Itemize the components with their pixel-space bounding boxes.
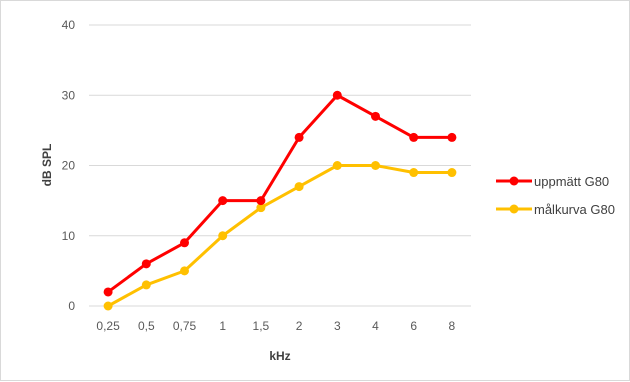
data-point bbox=[332, 90, 342, 100]
legend-swatch-marker bbox=[509, 176, 519, 186]
data-point bbox=[447, 132, 457, 142]
series-line bbox=[107, 93, 452, 294]
x-tick-label: 0,5 bbox=[138, 319, 155, 333]
data-point bbox=[256, 196, 266, 206]
legend-label: uppmätt G80 bbox=[534, 174, 609, 189]
x-tick-label: 6 bbox=[410, 319, 417, 333]
data-point bbox=[447, 168, 457, 178]
x-tick-label: 3 bbox=[334, 319, 341, 333]
data-point bbox=[256, 203, 266, 213]
data-point bbox=[218, 196, 228, 206]
x-axis-title: kHz bbox=[269, 349, 290, 363]
x-tick-label: 4 bbox=[372, 319, 379, 333]
y-tick-label: 0 bbox=[68, 299, 75, 313]
data-point bbox=[409, 132, 419, 142]
legend-label: målkurva G80 bbox=[534, 202, 615, 217]
data-point bbox=[180, 238, 189, 248]
x-tick-label: 1 bbox=[219, 319, 226, 333]
series-0 bbox=[103, 90, 457, 297]
y-tick-label: 10 bbox=[62, 229, 76, 243]
data-point bbox=[141, 280, 151, 290]
y-axis-title: dB SPL bbox=[40, 144, 54, 187]
data-point bbox=[332, 161, 342, 170]
legend: uppmätt G80 målkurva G80 bbox=[496, 174, 615, 217]
x-tick-label: 1,5 bbox=[253, 319, 270, 333]
data-point bbox=[294, 182, 304, 192]
x-tick-label: 2 bbox=[296, 319, 303, 333]
series-line bbox=[107, 164, 452, 308]
data-point bbox=[180, 266, 189, 276]
data-point bbox=[294, 132, 304, 142]
data-point bbox=[103, 287, 113, 297]
data-point bbox=[141, 259, 151, 269]
legend-item: uppmätt G80 bbox=[496, 174, 609, 189]
gridlines bbox=[89, 24, 471, 307]
data-point bbox=[409, 168, 419, 178]
legend-item: målkurva G80 bbox=[496, 202, 615, 217]
x-tick-label: 0,25 bbox=[96, 319, 120, 333]
y-tick-label: 30 bbox=[62, 88, 76, 102]
series-1 bbox=[103, 161, 457, 311]
series-lines bbox=[103, 90, 457, 311]
x-tick-labels: 0,25 0,5 0,75 1 1,5 2 3 4 6 8 bbox=[96, 319, 455, 333]
y-tick-label: 40 bbox=[62, 18, 76, 32]
x-tick-label: 8 bbox=[449, 319, 456, 333]
x-tick-label: 0,75 bbox=[173, 319, 197, 333]
y-tick-labels: 0 10 20 30 40 bbox=[62, 18, 76, 313]
data-point bbox=[371, 161, 380, 170]
y-tick-label: 20 bbox=[62, 159, 76, 173]
data-point bbox=[218, 231, 228, 241]
data-point bbox=[103, 301, 113, 311]
legend-swatch-marker bbox=[509, 204, 519, 214]
data-point bbox=[371, 111, 380, 121]
